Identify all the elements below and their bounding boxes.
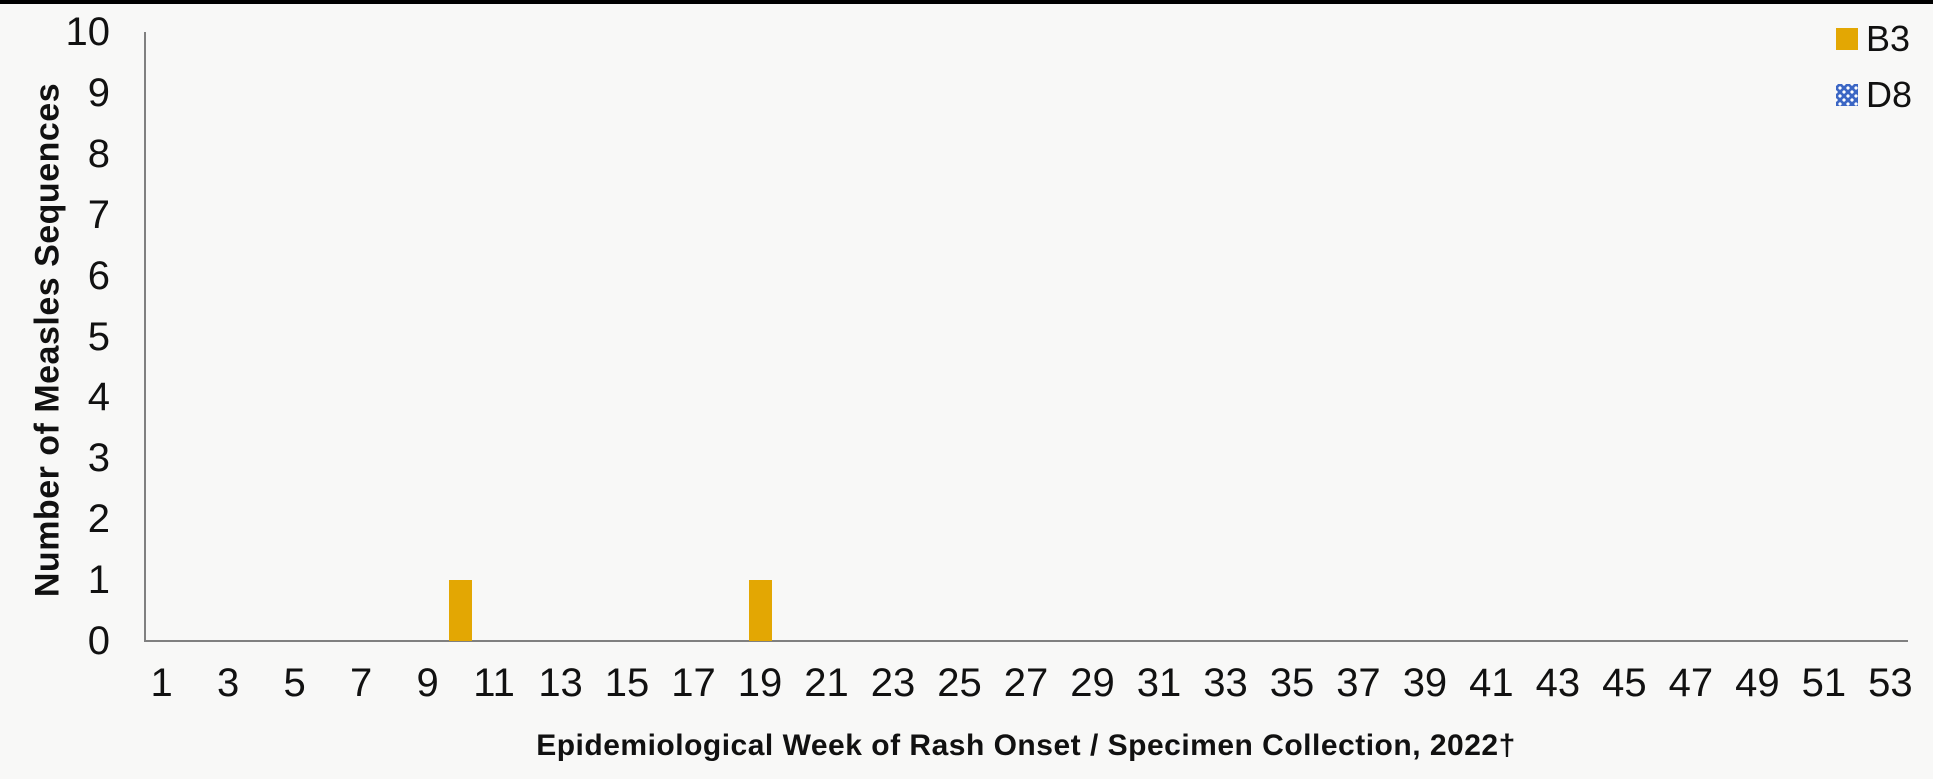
legend-label-d8: D8: [1866, 74, 1913, 115]
x-tick-label-week-7: 7: [349, 661, 373, 705]
y-tick-label-5: 5: [87, 314, 110, 359]
x-tick-label-week-45: 45: [1602, 661, 1647, 705]
x-tick-label-week-37: 37: [1336, 661, 1381, 705]
legend-swatch-d8-icon: [1836, 84, 1858, 106]
legend-entry-b3: B3: [1836, 21, 1910, 57]
y-tick-label-0: 0: [87, 619, 110, 663]
x-tick-label-week-33: 33: [1203, 661, 1248, 705]
x-tick-label-week-31: 31: [1136, 661, 1182, 705]
x-tick-label-week-25: 25: [937, 661, 982, 705]
y-tick-label-2: 2: [87, 497, 110, 542]
x-tick-label-week-5: 5: [283, 661, 306, 705]
x-tick-label-week-51: 51: [1801, 661, 1847, 705]
top-border-strip: [0, 0, 1933, 4]
x-axis-title: Epidemiological Week of Rash Onset / Spe…: [536, 729, 1516, 762]
x-tick-label-week-53: 53: [1868, 661, 1913, 705]
x-tick-label-week-23: 23: [870, 661, 916, 705]
y-tick-label-7: 7: [87, 192, 110, 237]
x-axis-line: [144, 640, 1908, 642]
y-tick-label-9: 9: [87, 70, 110, 115]
x-tick-label-week-49: 49: [1735, 661, 1780, 705]
y-tick-label-10: 10: [65, 10, 111, 54]
x-tick-label-week-43: 43: [1535, 661, 1581, 705]
x-tick-label-week-41: 41: [1469, 661, 1514, 705]
y-axis-line: [144, 32, 146, 642]
y-tick-label-3: 3: [87, 436, 110, 481]
x-tick-label-week-9: 9: [416, 661, 439, 705]
x-tick-label-week-17: 17: [671, 661, 716, 705]
x-tick-label-week-19: 19: [737, 661, 783, 705]
legend-entry-d8: D8: [1836, 77, 1912, 113]
y-tick-label-1: 1: [87, 558, 110, 603]
bar-b3-week-19: [748, 580, 772, 641]
y-tick-label-4: 4: [87, 375, 110, 420]
legend-label-b3: B3: [1866, 18, 1911, 59]
x-tick-label-week-27: 27: [1003, 661, 1049, 705]
x-tick-label-week-47: 47: [1668, 661, 1714, 705]
x-tick-label-week-1: 1: [150, 661, 173, 705]
legend-swatch-b3-icon: [1836, 28, 1858, 50]
y-tick-label-8: 8: [87, 131, 110, 176]
x-tick-label-week-15: 15: [604, 661, 650, 705]
x-tick-label-week-39: 39: [1402, 661, 1448, 705]
bar-b3-week-10: [449, 580, 473, 641]
y-tick-label-6: 6: [87, 253, 110, 298]
x-tick-label-week-11: 11: [473, 661, 515, 705]
x-tick-label-week-35: 35: [1269, 661, 1315, 705]
x-tick-label-week-13: 13: [538, 661, 583, 705]
x-tick-label-week-29: 29: [1070, 661, 1115, 705]
x-tick-label-week-21: 21: [804, 661, 849, 705]
x-tick-label-week-3: 3: [216, 661, 240, 705]
